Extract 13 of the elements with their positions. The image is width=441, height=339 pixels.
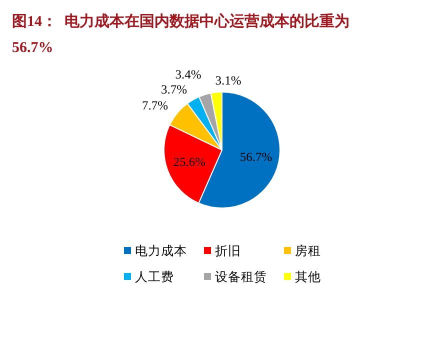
title: 图14： 电力成本在国内数据中心运营成本的比重为56.7% [12,14,350,56]
label: 3.7% [160,82,187,96]
legend-label: 折旧 [215,243,241,258]
legend-label: 其他 [295,269,321,284]
legend-label: 设备租赁 [215,269,267,284]
label: 56.7% [240,150,272,164]
label: 3.4% [175,67,202,82]
label: 7.7% [142,98,168,112]
label: 25.6% [173,155,206,170]
legend-label: 电力成本 [135,243,187,258]
legend-label: 人工费 [135,269,174,284]
label: 3.1% [215,73,242,88]
legend-label: 房租 [295,243,321,258]
